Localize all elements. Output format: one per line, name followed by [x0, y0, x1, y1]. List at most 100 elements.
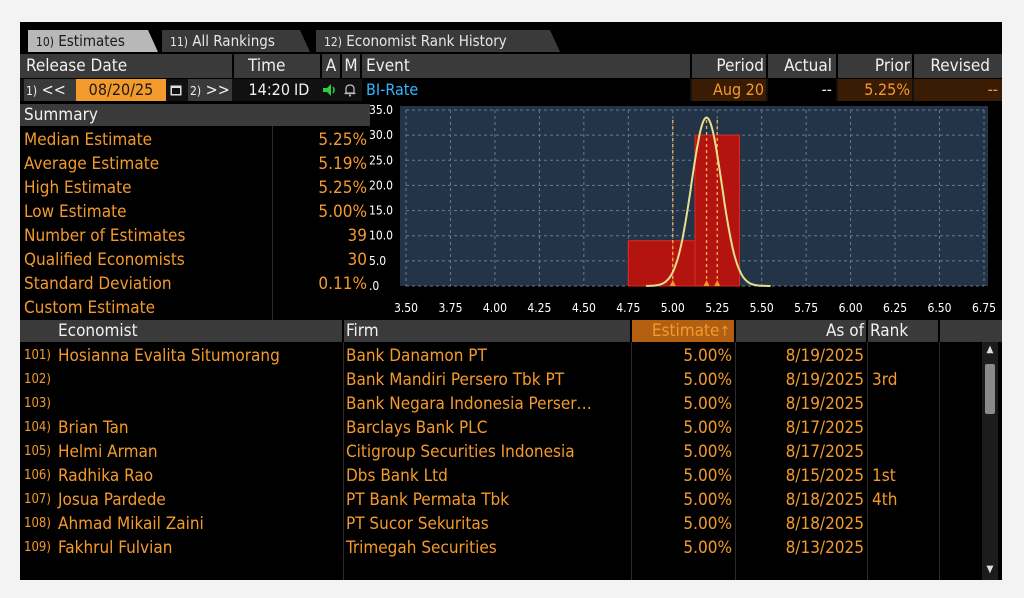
table-row[interactable]: 104) Brian Tan Barclays Bank PLC 5.00% 8… [20, 416, 980, 440]
table-row[interactable]: 108) Ahmad Mikail Zaini PT Sucor Sekurit… [20, 512, 980, 536]
column-header-spacer [940, 320, 1002, 342]
time-zone-value: ID [294, 80, 310, 99]
summary-divider [272, 126, 273, 320]
table-row[interactable]: 109) Fakhrul Fulvian Trimegah Securities… [20, 536, 980, 560]
x-tick-label: 3.50 [394, 301, 418, 315]
summary-row-stddev: Standard Deviation 0.11% [24, 272, 367, 296]
as-of-date: 8/17/2025 [785, 442, 864, 462]
summary-value: 5.25% [318, 130, 367, 150]
column-header-as-of[interactable]: As of [736, 320, 866, 342]
summary-label: Number of Estimates [24, 226, 186, 246]
x-tick-label: 4.25 [527, 301, 551, 315]
table-row[interactable]: 102) Bank Mandiri Persero Tbk PT 5.00% 8… [20, 368, 980, 392]
firm-name[interactable]: Dbs Bank Ltd [346, 466, 448, 486]
y-tick-label: .0 [369, 279, 379, 293]
table-row[interactable]: 105) Helmi Arman Citigroup Securities In… [20, 440, 980, 464]
column-header-estimate[interactable]: Estimate↑ [632, 320, 734, 342]
firm-name[interactable]: Trimegah Securities [346, 538, 497, 558]
tab-estimates-num: 10) [36, 35, 54, 49]
tab-estimates-label: Estimates [58, 32, 125, 50]
rank-value: 3rd [872, 370, 898, 390]
table-row[interactable]: 103) Bank Negara Indonesia Perser… 5.00%… [20, 392, 980, 416]
firm-name[interactable]: Bank Negara Indonesia Perser… [346, 394, 592, 414]
prev-date-button[interactable]: 1) << [24, 79, 76, 101]
as-of-date: 8/17/2025 [785, 418, 864, 438]
header-event: Event [362, 54, 690, 78]
column-header-rank[interactable]: Rank [868, 320, 938, 342]
as-of-date: 8/19/2025 [785, 370, 864, 390]
tab-all-rankings-label: All Rankings [192, 32, 275, 50]
as-of-date: 8/13/2025 [785, 538, 864, 558]
calendar-icon[interactable] [170, 79, 184, 101]
next-date-button[interactable]: 2) >> [188, 79, 232, 101]
header-release-date: Release Date [20, 54, 232, 78]
x-tick-label: 6.25 [883, 301, 907, 315]
summary-row-median: Median Estimate 5.25% [24, 128, 367, 152]
event-name[interactable]: BI-Rate [362, 79, 690, 101]
economist-name[interactable]: Hosianna Evalita Situmorang [58, 346, 280, 366]
economist-name[interactable]: Brian Tan [58, 418, 129, 438]
speaker-alert-icon[interactable] [322, 79, 340, 101]
summary-row-count: Number of Estimates 39 [24, 224, 367, 248]
y-tick-label: 35.0 [369, 104, 393, 117]
column-header-estimate-label: Estimate [651, 321, 720, 341]
summary-row-low: Low Estimate 5.00% [24, 200, 367, 224]
row-index: 106) [24, 468, 51, 483]
column-divider [343, 342, 344, 580]
tab-estimates[interactable]: 10) Estimates [28, 30, 158, 52]
header-time: Time [234, 54, 320, 78]
summary-value: 39 [347, 226, 367, 246]
next-date-arrow: >> [205, 80, 230, 99]
header-m: M [342, 54, 360, 78]
row-index: 109) [24, 540, 51, 555]
scroll-up-arrow-icon[interactable]: ▲ [986, 344, 994, 355]
prev-date-num: 1) [26, 84, 38, 98]
tab-all-rankings[interactable]: 11) All Rankings [162, 30, 310, 52]
summary-row-average: Average Estimate 5.19% [24, 152, 367, 176]
scrollbar-thumb[interactable] [985, 364, 995, 414]
header-a: A [322, 54, 340, 78]
table-row[interactable]: 101) Hosianna Evalita Situmorang Bank Da… [20, 344, 980, 368]
x-tick-label: 4.50 [572, 301, 596, 315]
table-row[interactable]: 106) Radhika Rao Dbs Bank Ltd 5.00% 8/15… [20, 464, 980, 488]
row-index: 104) [24, 420, 51, 435]
economist-name[interactable]: Josua Pardede [58, 490, 166, 510]
economist-name[interactable]: Fakhrul Fulvian [58, 538, 173, 558]
summary-label: Custom Estimate [24, 298, 156, 318]
tab-economist-rank-history[interactable]: 12) Economist Rank History [316, 30, 560, 52]
summary-label: Standard Deviation [24, 274, 172, 294]
x-tick-label: 5.50 [750, 301, 774, 315]
as-of-date: 8/19/2025 [785, 394, 864, 414]
firm-name[interactable]: Citigroup Securities Indonesia [346, 442, 575, 462]
x-tick-label: 6.75 [972, 301, 996, 315]
firm-name[interactable]: PT Sucor Sekuritas [346, 514, 489, 534]
estimate-value: 5.00% [683, 394, 732, 414]
firm-name[interactable]: PT Bank Permata Tbk [346, 490, 510, 510]
next-date-num: 2) [190, 84, 202, 98]
column-header-firm[interactable]: Firm [344, 320, 630, 342]
table-row[interactable]: 107) Josua Pardede PT Bank Permata Tbk 5… [20, 488, 980, 512]
row-index: 105) [24, 444, 51, 459]
y-tick-label: 15.0 [369, 204, 393, 218]
column-header-economist[interactable]: Economist [20, 320, 342, 342]
summary-label: High Estimate [24, 178, 132, 198]
firm-name[interactable]: Barclays Bank PLC [346, 418, 488, 438]
summary-row-custom[interactable]: Custom Estimate [24, 296, 367, 320]
row-index: 107) [24, 492, 51, 507]
release-date-input[interactable]: 08/20/25 [76, 79, 166, 101]
economist-name[interactable]: Helmi Arman [58, 442, 158, 462]
estimate-value: 5.00% [683, 418, 732, 438]
bell-alert-icon[interactable] [343, 79, 359, 101]
x-tick-label: 6.50 [928, 301, 952, 315]
header-prior: Prior [838, 54, 912, 78]
firm-name[interactable]: Bank Danamon PT [346, 346, 487, 366]
economist-name[interactable]: Radhika Rao [58, 466, 154, 486]
table-scrollbar[interactable]: ▲ ▼ [982, 342, 998, 580]
firm-name[interactable]: Bank Mandiri Persero Tbk PT [346, 370, 565, 390]
terminal-screen: 10) Estimates 11) All Rankings 12) Econo… [20, 22, 1002, 580]
estimate-value: 5.00% [683, 490, 732, 510]
as-of-date: 8/18/2025 [785, 490, 864, 510]
estimate-marker-triangle [669, 280, 676, 286]
economist-name[interactable]: Ahmad Mikail Zaini [58, 514, 204, 534]
scroll-down-arrow-icon[interactable]: ▼ [986, 564, 994, 575]
